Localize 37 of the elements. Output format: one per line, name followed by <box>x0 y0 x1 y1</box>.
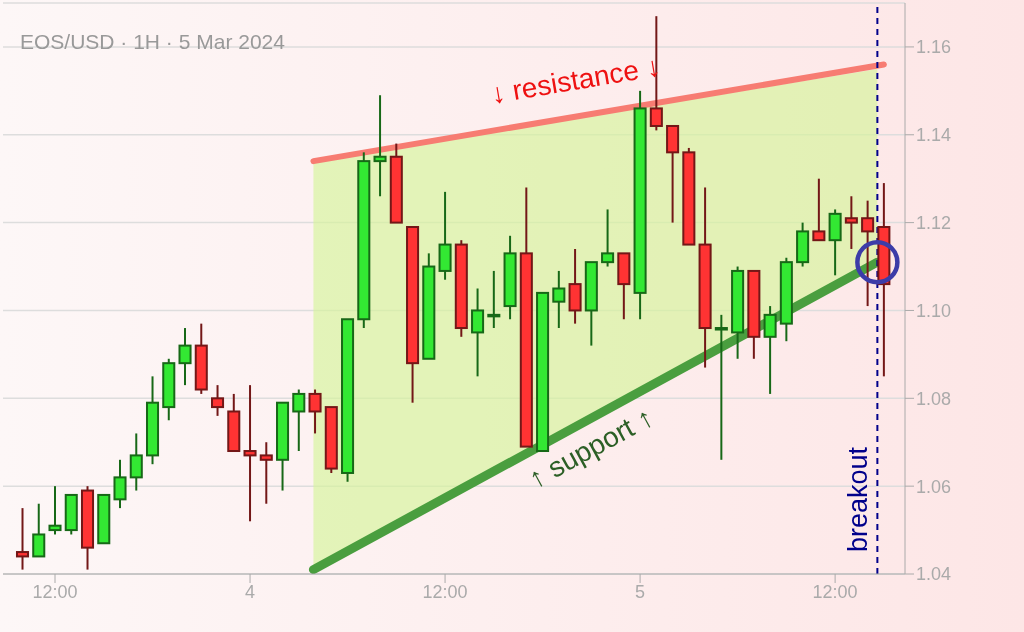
candlestick <box>861 199 875 308</box>
y-tick-label: 1.04 <box>916 564 952 585</box>
candlestick <box>292 388 306 453</box>
candlestick <box>32 502 46 558</box>
candlestick <box>763 305 777 395</box>
text: EOS/USD · 1H · 5 Mar 2024 <box>20 30 286 53</box>
candlestick <box>714 313 728 461</box>
candlestick <box>471 287 485 378</box>
y-tick-label: 1.14 <box>916 125 952 146</box>
x-tick-label: 12:00 <box>32 581 78 602</box>
candlestick <box>308 388 322 435</box>
candlestick <box>243 384 257 523</box>
candlestick <box>113 458 127 510</box>
candlestick <box>812 177 826 242</box>
x-tick-label: 12:00 <box>422 581 468 602</box>
y-tick-label: 1.16 <box>916 37 952 58</box>
candlestick <box>15 507 30 571</box>
candlestick <box>552 269 566 330</box>
y-tick-label: 1.06 <box>916 476 952 497</box>
candlestick <box>48 485 62 536</box>
candlestick <box>259 441 273 505</box>
candlestick <box>211 384 225 417</box>
x-tick-label: 4 <box>245 581 256 602</box>
candlestick <box>601 208 615 268</box>
y-tick-label: 1.10 <box>916 300 952 321</box>
x-tick-label: 5 <box>635 581 646 602</box>
ref-line-label: breakout <box>843 446 874 552</box>
y-tick-label: 1.08 <box>916 388 952 409</box>
y-tick-label: 1.12 <box>916 213 952 234</box>
candlestick <box>178 327 192 387</box>
candlestick <box>487 269 501 330</box>
annotation: ↓ resistance ↓ <box>488 50 663 110</box>
candlestick <box>844 195 858 250</box>
candlestick <box>373 94 387 198</box>
candlestick <box>649 15 663 132</box>
x-tick-label: 12:00 <box>812 581 858 602</box>
candlestick <box>129 432 143 492</box>
